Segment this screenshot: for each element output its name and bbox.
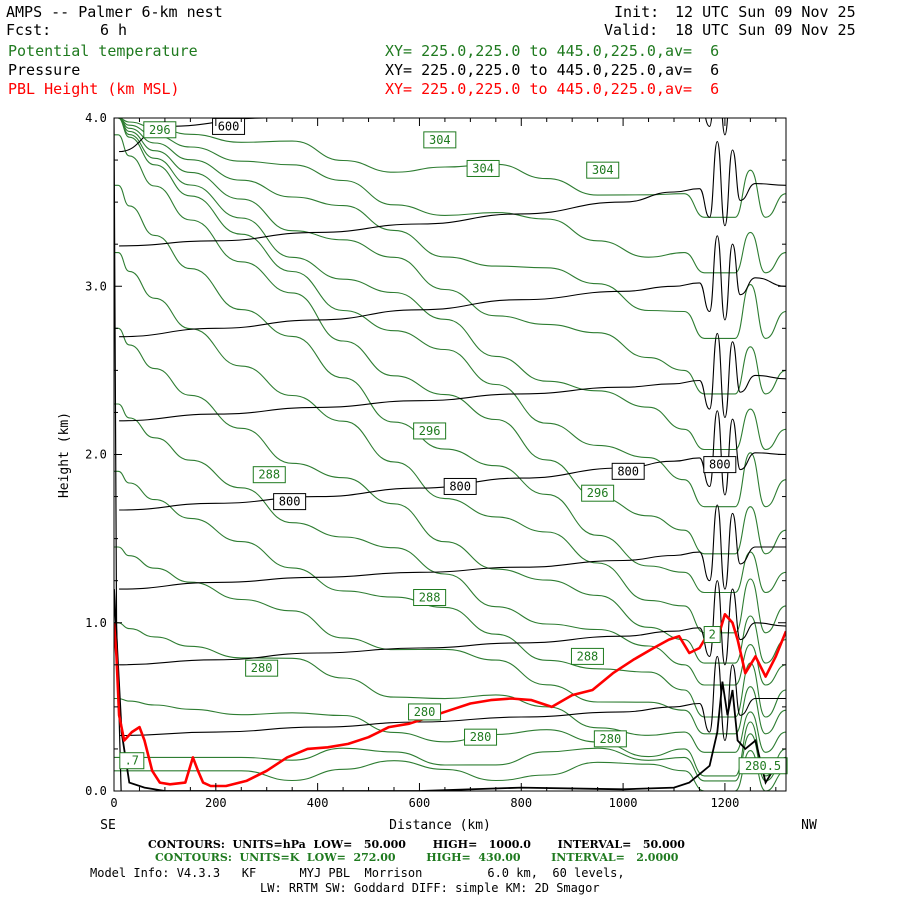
theta-contour-label-box [252,466,286,484]
pressure-contour-line [119,504,786,590]
theta-contour-line [114,134,786,555]
x-tick-label: 0 [110,796,117,810]
theta-contour-line [114,403,786,686]
theta-contour-label-box [466,159,500,177]
field-xy-theta: XY= 225.0,225.0 to 445.0,225.0,av= 6 [385,42,720,60]
pressure-contour-label-box [703,456,737,474]
forecast-label: Fcst: [6,21,52,39]
theta-contour-line [114,733,786,782]
theta-contour-line [114,184,786,594]
x-tick-label: 1200 [710,796,739,810]
pressure-contour-label-box [443,477,477,495]
pressure-contour-label: 800 [449,479,471,493]
theta-contour-label-box [586,161,620,179]
model-title: AMPS -- Palmer 6-km nest [6,3,223,21]
theta-contour-label-box [570,647,604,665]
theta-contour-label-box [423,131,457,149]
theta-contour-label: 280 [414,705,436,719]
pressure-contour-label: 800 [617,464,639,478]
y-tick-label: 3.0 [85,279,107,293]
theta-contour-label-box [703,626,721,644]
pressure-contour-label: 800 [709,458,731,472]
model-info-line-2: LW: RRTM SW: Goddard DIFF: simple KM: 2D… [260,881,600,895]
init-value: 12 UTC Sun 09 Nov 25 [675,3,856,21]
left-end-label: SE [100,818,116,833]
forecast-value: 6 h [100,21,128,39]
field-xy-pbl: XY= 225.0,225.0 to 445.0,225.0,av= 6 [385,80,720,98]
theta-contour-label: 288 [577,649,599,663]
theta-contour-label: 280.5 [745,759,781,773]
theta-contour-line [114,118,786,451]
theta-contour-label-box [464,728,498,746]
theta-contour-label-box [581,484,615,502]
theta-contour-label: 2 [709,628,716,642]
theta-contour-label-box [143,121,177,139]
terrain-line [114,589,786,791]
pressure-contour-label: 800 [279,495,301,509]
theta-contour-label-box [119,752,145,770]
theta-contour-label-box [245,659,279,677]
theta-contour-label: 296 [419,424,441,438]
theta-contour-line [114,697,786,777]
init-label: Init: [614,3,660,21]
field-name-theta: Potential temperature [8,42,198,60]
pressure-contour-line [119,410,786,511]
theta-contour-info: CONTOURS: UNITS=K LOW= 272.00 HIGH= 430.… [155,851,679,864]
theta-contour-line [114,622,786,753]
pressure-contour-label: 600 [218,119,240,133]
theta-contour-label: 296 [149,123,171,137]
theta-contour-label: .7 [125,754,139,768]
theta-contour-label-box [738,757,788,775]
pressure-contour-line [119,655,786,742]
theta-contour-label: 304 [472,161,494,175]
y-tick-label: 2.0 [85,448,107,462]
y-tick-label: 0.0 [85,784,107,798]
theta-contour-label: 304 [592,163,614,177]
model-info-line-1: Model Info: V4.3.3 KF MYJ PBL Morrison 6… [90,866,625,880]
theta-contour-label: 280 [470,730,492,744]
x-tick-label: 400 [307,796,329,810]
theta-contour-label: 304 [429,133,451,147]
theta-contour-label-box [413,589,447,607]
theta-contour-label: 280 [251,661,273,675]
y-axis-label: Height (km) [57,412,72,498]
y-tick-label: 4.0 [85,111,107,125]
theta-contour-line [114,327,786,664]
pressure-contour-line [119,235,786,338]
theta-contour-line [114,118,786,508]
theta-contour-line [114,750,786,791]
theta-contour-line [114,470,786,718]
x-axis-label: Distance (km) [389,818,491,833]
theta-contour-label: 296 [587,486,609,500]
field-xy-pressure: XY= 225.0,225.0 to 445.0,225.0,av= 6 [385,61,720,79]
pressure-contour-label-box [273,493,307,511]
x-tick-label: 600 [409,796,431,810]
theta-contour-label: 288 [419,591,441,605]
pressure-contour-info: CONTOURS: UNITS=hPa LOW= 50.000 HIGH= 10… [148,838,685,851]
theta-contour-line [114,252,786,634]
theta-contour-label-box [408,703,442,721]
pressure-contour-label-box [611,462,645,480]
theta-contour-label-box [593,730,627,748]
theta-contour-label-box [413,422,447,440]
field-name-pbl: PBL Height (km MSL) [8,80,180,98]
theta-contour-line [114,118,786,395]
field-name-pressure: Pressure [8,61,81,79]
x-tick-label: 200 [205,796,227,810]
pressure-contour-line [119,141,786,247]
valid-value: 18 UTC Sun 09 Nov 25 [675,21,856,39]
x-tick-label: 1000 [609,796,638,810]
theta-contour-line [114,118,786,339]
pressure-contour-line [119,332,786,422]
theta-contour-label: 288 [258,468,280,482]
x-tick-label: 800 [510,796,532,810]
pressure-contour-line [119,580,786,666]
y-tick-label: 1.0 [85,616,107,630]
theta-contour-line [114,546,786,735]
right-end-label: NW [801,818,817,833]
valid-label: Valid: [604,21,659,39]
theta-contour-label: 280 [600,732,622,746]
